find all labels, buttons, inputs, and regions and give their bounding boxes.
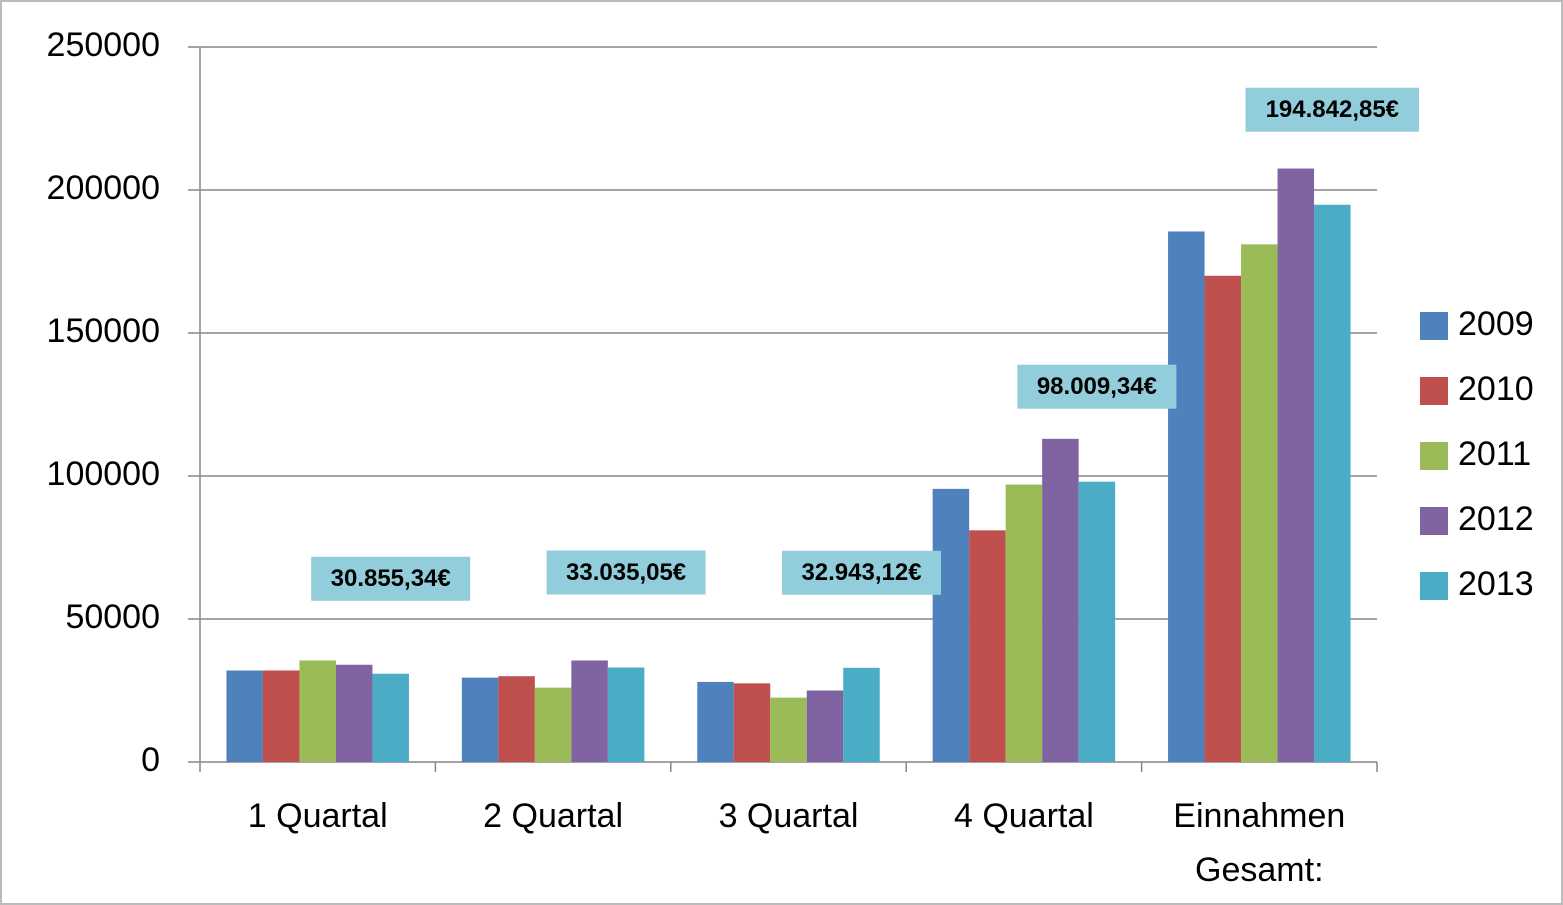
data-label: 32.943,12€: [801, 559, 921, 586]
y-tick-label: 200000: [47, 169, 160, 207]
bar: [1277, 168, 1315, 763]
bar: [299, 660, 336, 762]
data-label: 98.009,34€: [1037, 373, 1157, 400]
x-tick-label: 3 Quartal: [719, 797, 859, 835]
bar: [534, 687, 572, 762]
bar: [1204, 275, 1242, 762]
data-label-box: [1017, 364, 1177, 409]
data-label: 33.035,05€: [566, 559, 686, 586]
y-tick-label: 250000: [47, 26, 160, 64]
legend-label: 2009: [1458, 305, 1534, 343]
bar: [1078, 481, 1116, 762]
bar: [1314, 204, 1351, 762]
bar: [461, 677, 499, 762]
y-tick-label: 50000: [65, 598, 160, 636]
legend-swatch: [1420, 377, 1448, 405]
data-label: 30.855,34€: [331, 565, 451, 592]
bar: [843, 667, 880, 762]
bar: [571, 660, 608, 762]
bar: [770, 697, 807, 762]
legend-swatch: [1420, 442, 1448, 470]
bar: [969, 530, 1006, 762]
legend-swatch: [1420, 312, 1448, 340]
legend-swatch: [1420, 507, 1448, 535]
bar: [335, 664, 373, 762]
data-label: 194.842,85€: [1266, 96, 1399, 123]
y-tick-label: 150000: [47, 312, 160, 350]
bar: [1241, 244, 1278, 763]
x-tick-label: 4 Quartal: [954, 797, 1094, 835]
data-label-box: [782, 550, 941, 595]
x-tick-label: 2 Quartal: [483, 797, 623, 835]
bar: [1168, 231, 1205, 763]
bar: [226, 670, 263, 762]
legend-swatch: [1420, 572, 1448, 600]
bar: [1005, 484, 1043, 762]
y-tick-label: 100000: [47, 455, 160, 493]
bar: [806, 690, 844, 762]
bar: [733, 683, 771, 762]
x-tick-label: Einnahmen Gesamt:: [1173, 797, 1345, 889]
legend-label: 2012: [1458, 500, 1534, 538]
legend-label: 2010: [1458, 370, 1534, 408]
bar: [932, 488, 970, 762]
bar: [372, 673, 409, 762]
bar: [498, 676, 535, 762]
x-tick-label: 1 Quartal: [248, 797, 388, 835]
y-tick-label: 0: [141, 741, 160, 779]
legend-label: 2013: [1458, 565, 1534, 603]
data-label-box: [546, 550, 706, 595]
data-label-box: [311, 556, 471, 601]
bar: [697, 681, 734, 762]
data-label-box: [1245, 87, 1420, 132]
bar: [607, 667, 645, 762]
bar: [1042, 438, 1079, 762]
bar: [262, 670, 300, 762]
legend-label: 2011: [1458, 435, 1531, 473]
